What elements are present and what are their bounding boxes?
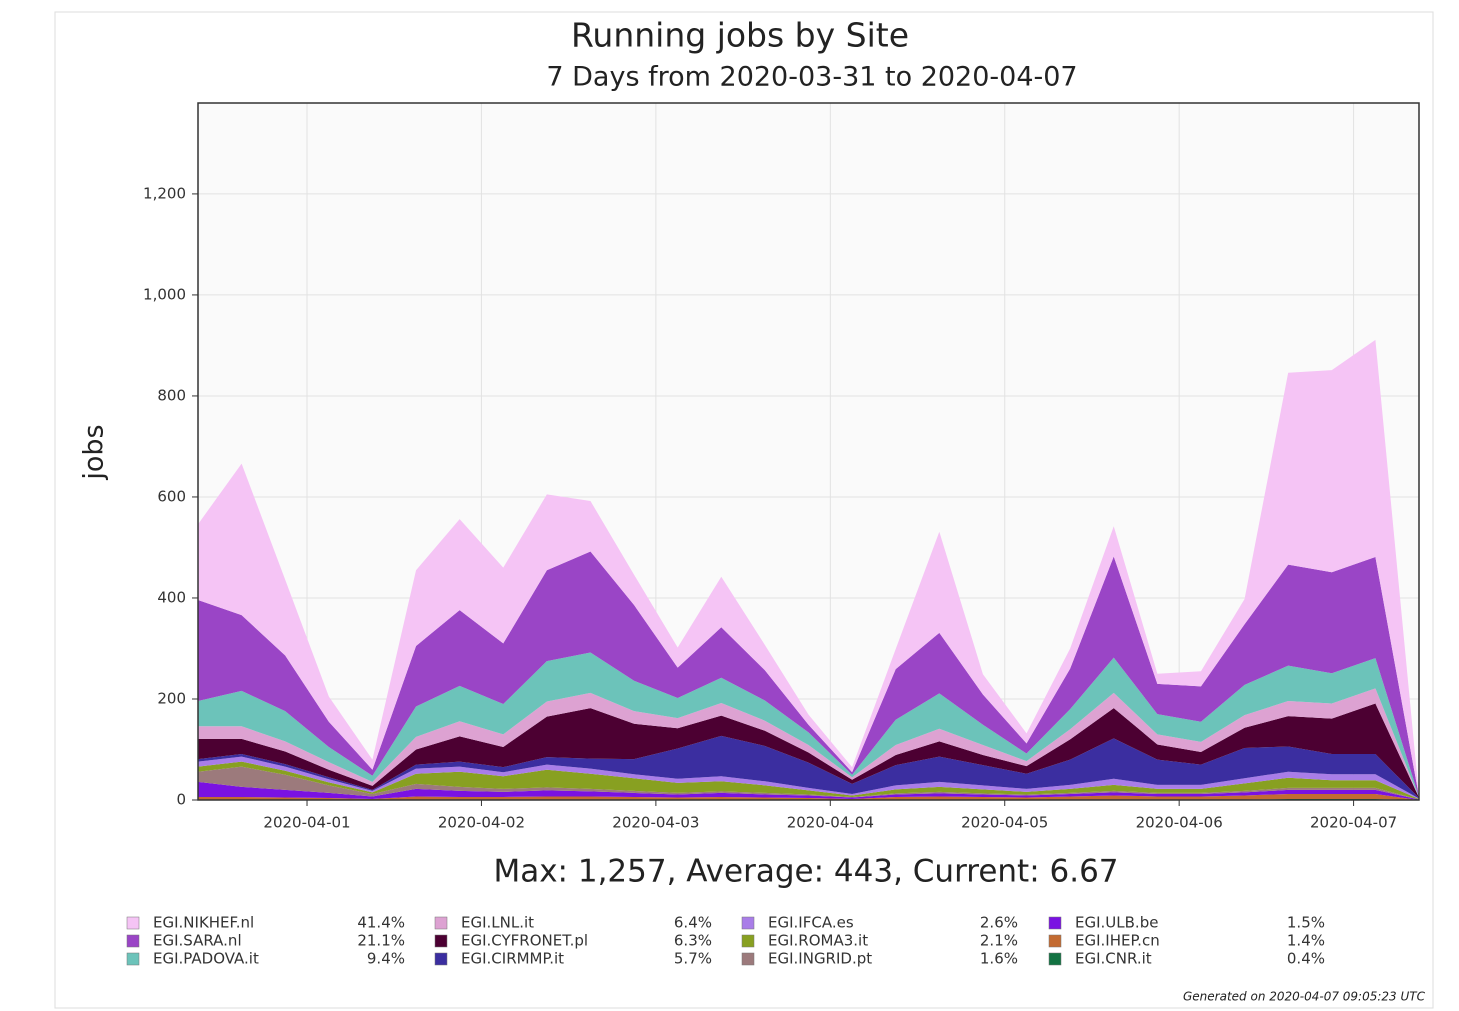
legend-share: 1.4% (1287, 932, 1325, 950)
y-tick-label: 1,000 (143, 285, 186, 303)
legend-label: EGI.NIKHEF.nl (153, 914, 254, 932)
legend-swatch (741, 952, 755, 966)
area (198, 735, 1419, 799)
legend-share: 1.5% (1287, 914, 1325, 932)
area (198, 652, 1419, 798)
legend-share: 5.7% (674, 950, 712, 968)
plot-frame (197, 102, 1420, 801)
legend-share: 2.6% (980, 914, 1018, 932)
x-tick-label: 2020-04-05 (961, 814, 1048, 832)
area (198, 551, 1419, 797)
area (198, 688, 1419, 798)
legend-label: EGI.SARA.nl (153, 932, 242, 950)
legend-share: 1.6% (980, 950, 1018, 968)
area (198, 761, 1419, 800)
area (198, 339, 1419, 797)
legend-label: EGI.CNR.it (1075, 950, 1152, 968)
area (198, 781, 1419, 800)
legend-label: EGI.CYFRONET.pl (461, 932, 588, 950)
legend-swatch (741, 934, 755, 948)
grid (198, 103, 1419, 801)
legend-label: EGI.PADOVA.it (153, 950, 259, 968)
x-tick-label: 2020-04-04 (787, 814, 874, 832)
legend-swatch (126, 916, 140, 930)
legend-share: 0.4% (1287, 950, 1325, 968)
area (198, 703, 1419, 798)
legend-swatch (1048, 934, 1062, 948)
x-tick-label: 2020-04-03 (612, 814, 699, 832)
legend-swatch (1048, 916, 1062, 930)
legend-swatch (126, 952, 140, 966)
y-tick-label: 0 (176, 791, 186, 809)
legend-label: EGI.ULB.be (1075, 914, 1158, 932)
footnote: Generated on 2020-04-07 09:05:23 UTC (1183, 990, 1426, 1004)
y-tick-label: 800 (157, 386, 186, 404)
legend-swatch (1048, 952, 1062, 966)
legend-share: 21.1% (357, 932, 405, 950)
y-axis-label: jobs (79, 424, 110, 480)
legend-label: EGI.ROMA3.it (768, 932, 868, 950)
legend-label: EGI.LNL.it (461, 914, 534, 932)
x-tick-label: 2020-04-02 (438, 814, 525, 832)
chart-title: Running jobs by Site (571, 16, 909, 55)
legend-share: 9.4% (367, 950, 405, 968)
legend-share: 2.1% (980, 932, 1018, 950)
legend-swatch (434, 934, 448, 948)
stats: Max: 1,257, Average: 443, Current: 6.67 (493, 854, 1118, 890)
legend-label: EGI.INGRID.pt (768, 950, 872, 968)
y-tick-label: 200 (157, 689, 186, 707)
legend-swatch (434, 952, 448, 966)
legend-label: EGI.IFCA.es (768, 914, 854, 932)
x-tick-label: 2020-04-06 (1136, 814, 1223, 832)
areas (198, 339, 1419, 800)
x-tick-label: 2020-04-01 (263, 814, 350, 832)
y-tick-label: 400 (157, 588, 186, 606)
area (198, 766, 1419, 800)
legend-swatch (741, 916, 755, 930)
legend-label: EGI.CIRMMP.it (461, 950, 564, 968)
legend-swatch (126, 934, 140, 948)
legend-label: EGI.IHEP.cn (1075, 932, 1160, 950)
legend-share: 6.3% (674, 932, 712, 950)
legend-swatch (434, 916, 448, 930)
y-tick-label: 600 (157, 487, 186, 505)
chart-subtitle: 7 Days from 2020-03-31 to 2020-04-07 (546, 62, 1077, 93)
legend-share: 6.4% (674, 914, 712, 932)
y-tick-label: 1,200 (143, 184, 186, 202)
x-tick-label: 2020-04-07 (1310, 814, 1397, 832)
legend-share: 41.4% (357, 914, 405, 932)
